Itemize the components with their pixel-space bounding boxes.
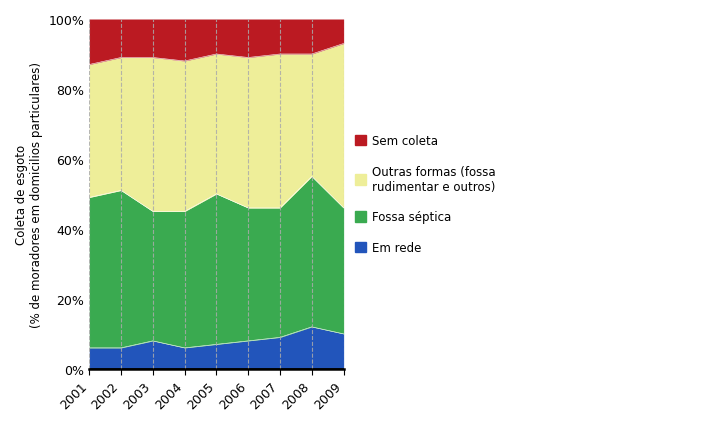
- Legend: Sem coleta, Outras formas (fossa
rudimentar e outros), Fossa séptica, Em rede: Sem coleta, Outras formas (fossa rudimen…: [355, 135, 496, 254]
- Y-axis label: Coleta de esgoto
(% de moradores em domicilios particulares): Coleta de esgoto (% de moradores em domi…: [15, 62, 43, 327]
